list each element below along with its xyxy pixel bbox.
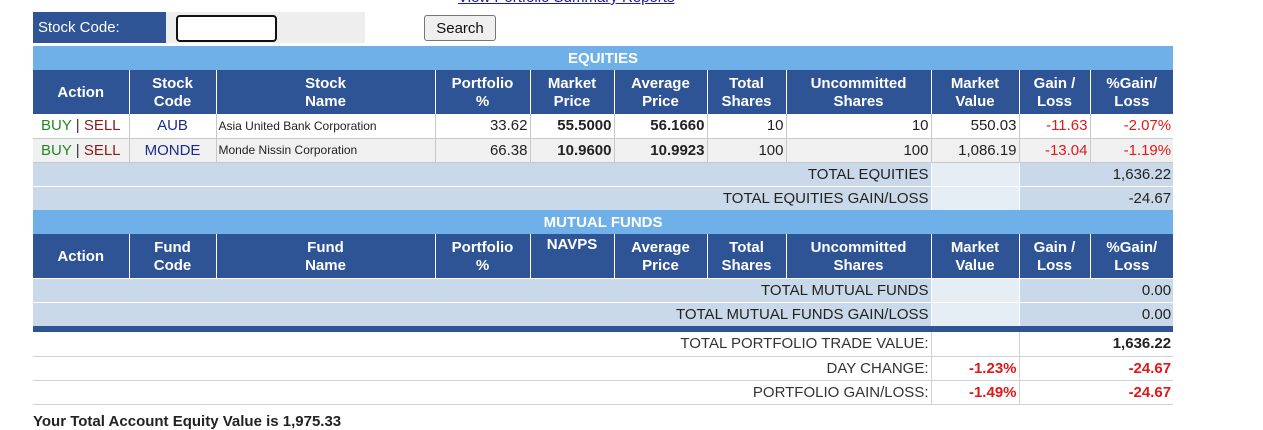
- account-equity-value-text: Your Total Account Equity Value is 1,975…: [33, 413, 342, 430]
- portfolio-table: EQUITIES Action Stock Code Stock Name Port…: [33, 46, 1174, 405]
- stock-code-label: Stock Code:: [33, 12, 166, 43]
- day-change-value: -24.67: [1019, 356, 1174, 381]
- table-row: BUY | SELL MONDE Monde Nissin Corporatio…: [33, 138, 1174, 163]
- search-button[interactable]: Search: [424, 15, 496, 41]
- total-equities-gain-label: TOTAL EQUITIES GAIN/LOSS: [33, 185, 931, 210]
- col-fund-code: Fund Code: [129, 234, 217, 278]
- total-mutual-funds-gain-value: 0.00: [1019, 301, 1174, 326]
- table-row: BUY | SELL AUB Asia United Bank Corporat…: [33, 114, 1174, 139]
- portfolio-gain-loss-pct: -1.49%: [931, 380, 1020, 405]
- col-pct-gain-loss: %Gain/Loss: [1090, 70, 1174, 114]
- col-average-price: Average Price: [614, 234, 708, 278]
- col-market-value: Market Value: [931, 70, 1020, 114]
- col-action: Action: [33, 234, 130, 278]
- total-mutual-funds-value: 0.00: [1019, 277, 1174, 302]
- col-pct-gain-loss: %Gain/Loss: [1090, 234, 1174, 278]
- total-mutual-funds-gain-row: TOTAL MUTUAL FUNDS GAIN/LOSS 0.00: [33, 301, 1174, 326]
- market-value-cell: 550.03: [931, 114, 1020, 139]
- stock-code-cell[interactable]: MONDE: [129, 138, 217, 163]
- col-total-shares: Total Shares: [707, 70, 787, 114]
- mutual-funds-header-row: Action Fund Code Fund Name Portfolio% NAVP…: [33, 234, 1174, 278]
- col-total-shares: Total Shares: [707, 234, 787, 278]
- col-uncommitted-shares: Uncommitted Shares: [786, 234, 932, 278]
- total-equities-gain-row: TOTAL EQUITIES GAIN/LOSS -24.67: [33, 185, 1174, 210]
- uncommitted-shares-cell: 10: [786, 114, 932, 139]
- col-stock-code: Stock Code: [129, 70, 217, 114]
- day-change-pct: -1.23%: [931, 356, 1020, 381]
- total-mutual-funds-gain-label: TOTAL MUTUAL FUNDS GAIN/LOSS: [33, 301, 931, 326]
- col-fund-name: Fund Name: [216, 234, 436, 278]
- day-change-label: DAY CHANGE:: [33, 356, 932, 381]
- buy-link[interactable]: BUY: [40, 117, 72, 135]
- average-price-cell: 56.1660: [614, 114, 708, 139]
- col-action: Action: [33, 70, 130, 114]
- average-price-cell: 10.9923: [614, 138, 708, 163]
- portfolio-gain-loss-label: PORTFOLIO GAIN/LOSS:: [33, 380, 932, 405]
- total-mutual-funds-row: TOTAL MUTUAL FUNDS 0.00: [33, 277, 1174, 302]
- buy-link[interactable]: BUY: [40, 141, 72, 159]
- market-value-cell: 1,086.19: [931, 138, 1020, 163]
- stock-code-cell[interactable]: AUB: [129, 114, 217, 139]
- col-average-price: Average Price: [614, 70, 708, 114]
- col-market-value: Market Value: [931, 234, 1020, 278]
- stock-name-cell: Monde Nissin Corporation: [216, 138, 436, 163]
- market-price-cell: 55.5000: [530, 114, 615, 139]
- total-equities-value: 1,636.22: [1019, 161, 1174, 186]
- uncommitted-shares-cell: 100: [786, 138, 932, 163]
- stock-name-cell: Asia United Bank Corporation: [216, 114, 436, 139]
- portfolio-pct-cell: 66.38: [435, 138, 531, 163]
- total-equities-label: TOTAL EQUITIES: [33, 161, 931, 186]
- trade-value-label: TOTAL PORTFOLIO TRADE VALUE:: [33, 332, 932, 357]
- market-price-cell: 10.9600: [530, 138, 615, 163]
- action-separator: |: [75, 141, 80, 159]
- pct-gain-loss-cell: -1.19%: [1090, 138, 1174, 163]
- col-uncommitted-shares: Uncommitted Shares: [786, 70, 932, 114]
- gain-loss-cell: -13.04: [1019, 138, 1091, 163]
- col-gain-loss: Gain / Loss: [1019, 234, 1091, 278]
- action-separator: |: [75, 117, 80, 135]
- stock-code-input[interactable]: [176, 15, 277, 42]
- trade-value: 1,636.22: [1019, 332, 1174, 357]
- trade-value-row: TOTAL PORTFOLIO TRADE VALUE: 1,636.22: [33, 332, 1174, 357]
- day-change-row: DAY CHANGE: -1.23% -24.67: [33, 356, 1174, 381]
- total-equities-row: TOTAL EQUITIES 1,636.22: [33, 161, 1174, 186]
- pct-gain-loss-cell: -2.07%: [1090, 114, 1174, 139]
- portfolio-gain-loss-row: PORTFOLIO GAIN/LOSS: -1.49% -24.67: [33, 380, 1174, 405]
- col-portfolio-pct: Portfolio%: [435, 234, 531, 278]
- sell-link[interactable]: SELL: [83, 141, 121, 159]
- total-shares-cell: 10: [707, 114, 787, 139]
- summary-divider: [33, 326, 1174, 332]
- col-market-price: Market Price: [530, 70, 615, 114]
- col-navps: NAVPS: [530, 234, 615, 278]
- equities-section-title: EQUITIES: [33, 46, 1174, 70]
- col-stock-name: Stock Name: [216, 70, 436, 114]
- total-mutual-funds-label: TOTAL MUTUAL FUNDS: [33, 277, 931, 302]
- equities-header-row: Action Stock Code Stock Name Portfolio% Ma…: [33, 70, 1174, 114]
- total-equities-gain-value: -24.67: [1019, 185, 1174, 210]
- gain-loss-cell: -11.63: [1019, 114, 1091, 139]
- portfolio-summary-reports-link[interactable]: View Portfolio Summary Reports: [458, 0, 698, 5]
- sell-link[interactable]: SELL: [83, 117, 121, 135]
- portfolio-gain-loss-value: -24.67: [1019, 380, 1174, 405]
- mutual-funds-section-title: MUTUAL FUNDS: [33, 210, 1174, 234]
- col-gain-loss: Gain / Loss: [1019, 70, 1091, 114]
- col-portfolio-pct: Portfolio%: [435, 70, 531, 114]
- portfolio-pct-cell: 33.62: [435, 114, 531, 139]
- total-shares-cell: 100: [707, 138, 787, 163]
